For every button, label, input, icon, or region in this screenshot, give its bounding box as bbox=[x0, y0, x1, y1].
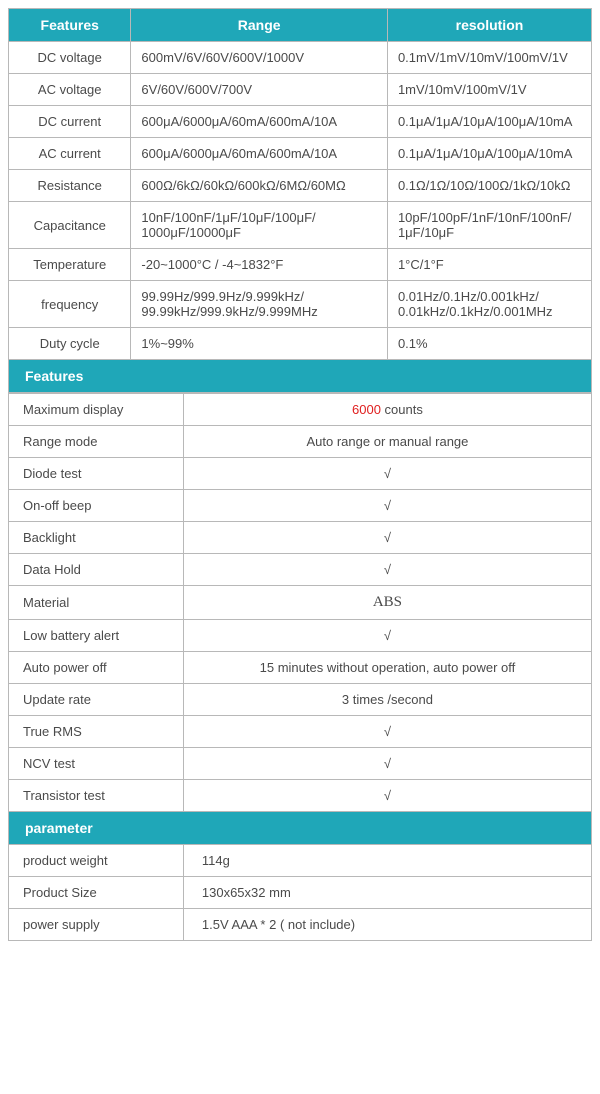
feat-value: 3 times /second bbox=[183, 684, 591, 716]
feat-label: Transistor test bbox=[9, 780, 184, 812]
feat-value: √ bbox=[183, 716, 591, 748]
header-features: Features bbox=[9, 9, 131, 42]
feat-label: On-off beep bbox=[9, 490, 184, 522]
feat-value: √ bbox=[183, 554, 591, 586]
feat-value: 6000 counts bbox=[183, 394, 591, 426]
feat-label: Backlight bbox=[9, 522, 184, 554]
table-row: Range mode Auto range or manual range bbox=[9, 426, 592, 458]
feat-value: Auto range or manual range bbox=[183, 426, 591, 458]
feat-value: √ bbox=[183, 458, 591, 490]
spec-label: Duty cycle bbox=[9, 328, 131, 360]
table-row: AC current 600μA/6000μA/60mA/600mA/10A 0… bbox=[9, 138, 592, 170]
table-row: Capacitance 10nF/100nF/1μF/10μF/100μF/ 1… bbox=[9, 202, 592, 249]
spec-res: 0.01Hz/0.1Hz/0.001kHz/ 0.01kHz/0.1kHz/0.… bbox=[387, 281, 591, 328]
table-row: Duty cycle 1%~99% 0.1% bbox=[9, 328, 592, 360]
table-row: power supply 1.5V AAA * 2 ( not include) bbox=[9, 909, 592, 941]
feat-value: √ bbox=[183, 780, 591, 812]
table-row: NCV test √ bbox=[9, 748, 592, 780]
spec-label: Temperature bbox=[9, 249, 131, 281]
feat-value: √ bbox=[183, 620, 591, 652]
spec-range: 99.99Hz/999.9Hz/9.999kHz/ 99.99kHz/999.9… bbox=[131, 281, 388, 328]
param-label: power supply bbox=[9, 909, 184, 941]
section-header-row: Features bbox=[9, 360, 592, 393]
table-row: True RMS √ bbox=[9, 716, 592, 748]
spec-range: 600Ω/6kΩ/60kΩ/600kΩ/6MΩ/60MΩ bbox=[131, 170, 388, 202]
spec-label: frequency bbox=[9, 281, 131, 328]
table-row: Maximum display 6000 counts bbox=[9, 394, 592, 426]
feat-value: 15 minutes without operation, auto power… bbox=[183, 652, 591, 684]
spec-label: Capacitance bbox=[9, 202, 131, 249]
specs-table: Features Range resolution DC voltage 600… bbox=[8, 8, 592, 393]
spec-range: 600mV/6V/60V/600V/1000V bbox=[131, 42, 388, 74]
spec-res: 0.1μA/1μA/10μA/100μA/10mA bbox=[387, 106, 591, 138]
header-row: Features Range resolution bbox=[9, 9, 592, 42]
spec-res: 0.1Ω/1Ω/10Ω/100Ω/1kΩ/10kΩ bbox=[387, 170, 591, 202]
header-resolution: resolution bbox=[387, 9, 591, 42]
features-table: Maximum display 6000 counts Range mode A… bbox=[8, 393, 592, 941]
param-label: Product Size bbox=[9, 877, 184, 909]
section-header-row: parameter bbox=[9, 812, 592, 845]
feat-label: Maximum display bbox=[9, 394, 184, 426]
max-display-count: 6000 bbox=[352, 402, 381, 417]
table-row: Resistance 600Ω/6kΩ/60kΩ/600kΩ/6MΩ/60MΩ … bbox=[9, 170, 592, 202]
feat-label: NCV test bbox=[9, 748, 184, 780]
section-header-parameter: parameter bbox=[9, 812, 592, 845]
header-range: Range bbox=[131, 9, 388, 42]
spec-label: DC current bbox=[9, 106, 131, 138]
spec-range: 6V/60V/600V/700V bbox=[131, 74, 388, 106]
table-row: DC current 600μA/6000μA/60mA/600mA/10A 0… bbox=[9, 106, 592, 138]
spec-res: 0.1% bbox=[387, 328, 591, 360]
feat-value: ABS bbox=[183, 586, 591, 620]
feat-label: Data Hold bbox=[9, 554, 184, 586]
spec-label: Resistance bbox=[9, 170, 131, 202]
param-value: 130x65x32 mm bbox=[183, 877, 591, 909]
spec-res: 1mV/10mV/100mV/1V bbox=[387, 74, 591, 106]
table-row: Backlight √ bbox=[9, 522, 592, 554]
feat-label: Material bbox=[9, 586, 184, 620]
feat-label: True RMS bbox=[9, 716, 184, 748]
table-row: Product Size 130x65x32 mm bbox=[9, 877, 592, 909]
feat-value: √ bbox=[183, 522, 591, 554]
spec-label: AC current bbox=[9, 138, 131, 170]
param-label: product weight bbox=[9, 845, 184, 877]
table-row: Low battery alert √ bbox=[9, 620, 592, 652]
feat-label: Auto power off bbox=[9, 652, 184, 684]
feat-value: √ bbox=[183, 748, 591, 780]
table-row: product weight 114g bbox=[9, 845, 592, 877]
table-row: Temperature -20~1000°C / -4~1832°F 1°C/1… bbox=[9, 249, 592, 281]
feat-label: Update rate bbox=[9, 684, 184, 716]
spec-label: AC voltage bbox=[9, 74, 131, 106]
spec-range: 10nF/100nF/1μF/10μF/100μF/ 1000μF/10000μ… bbox=[131, 202, 388, 249]
table-row: AC voltage 6V/60V/600V/700V 1mV/10mV/100… bbox=[9, 74, 592, 106]
table-row: Data Hold √ bbox=[9, 554, 592, 586]
feat-value: √ bbox=[183, 490, 591, 522]
table-row: On-off beep √ bbox=[9, 490, 592, 522]
table-row: Material ABS bbox=[9, 586, 592, 620]
param-value: 114g bbox=[183, 845, 591, 877]
table-row: frequency 99.99Hz/999.9Hz/9.999kHz/ 99.9… bbox=[9, 281, 592, 328]
table-row: Transistor test √ bbox=[9, 780, 592, 812]
spec-range: 1%~99% bbox=[131, 328, 388, 360]
spec-res: 0.1mV/1mV/10mV/100mV/1V bbox=[387, 42, 591, 74]
feat-label: Low battery alert bbox=[9, 620, 184, 652]
spec-range: -20~1000°C / -4~1832°F bbox=[131, 249, 388, 281]
feat-label: Range mode bbox=[9, 426, 184, 458]
spec-res: 10pF/100pF/1nF/10nF/100nF/ 1μF/10μF bbox=[387, 202, 591, 249]
spec-res: 0.1μA/1μA/10μA/100μA/10mA bbox=[387, 138, 591, 170]
spec-range: 600μA/6000μA/60mA/600mA/10A bbox=[131, 138, 388, 170]
section-header-features: Features bbox=[9, 360, 592, 393]
spec-res: 1°C/1°F bbox=[387, 249, 591, 281]
table-row: Diode test √ bbox=[9, 458, 592, 490]
spec-label: DC voltage bbox=[9, 42, 131, 74]
feat-label: Diode test bbox=[9, 458, 184, 490]
table-row: Update rate 3 times /second bbox=[9, 684, 592, 716]
spec-range: 600μA/6000μA/60mA/600mA/10A bbox=[131, 106, 388, 138]
table-row: DC voltage 600mV/6V/60V/600V/1000V 0.1mV… bbox=[9, 42, 592, 74]
max-display-suffix: counts bbox=[381, 402, 423, 417]
table-row: Auto power off 15 minutes without operat… bbox=[9, 652, 592, 684]
param-value: 1.5V AAA * 2 ( not include) bbox=[183, 909, 591, 941]
